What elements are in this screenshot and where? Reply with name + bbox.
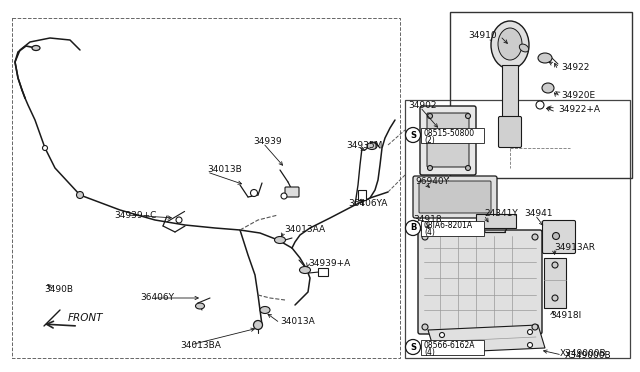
Circle shape (465, 166, 470, 170)
Text: 34941: 34941 (524, 209, 552, 218)
Text: 34939+C: 34939+C (114, 211, 156, 219)
Text: 34935M: 34935M (346, 141, 382, 150)
FancyArrowPatch shape (168, 211, 184, 222)
Bar (405, 100, 630, 358)
FancyBboxPatch shape (427, 113, 469, 167)
Ellipse shape (367, 142, 377, 150)
Circle shape (428, 113, 433, 119)
Ellipse shape (32, 45, 40, 51)
Text: B: B (410, 224, 416, 232)
Circle shape (440, 333, 445, 337)
Text: (4): (4) (424, 228, 435, 237)
Text: FRONT: FRONT (68, 313, 104, 323)
Circle shape (77, 192, 83, 199)
FancyBboxPatch shape (420, 340, 483, 355)
Ellipse shape (538, 53, 552, 63)
Circle shape (406, 221, 420, 235)
Ellipse shape (519, 44, 529, 52)
Circle shape (552, 232, 559, 240)
Text: S: S (410, 343, 416, 352)
FancyBboxPatch shape (543, 221, 575, 253)
Bar (12, 18, 400, 358)
Circle shape (552, 295, 558, 301)
Text: 34910: 34910 (468, 31, 497, 39)
Text: 96940Y: 96940Y (415, 177, 449, 186)
Polygon shape (428, 325, 545, 353)
Text: 34918: 34918 (413, 215, 442, 224)
Circle shape (527, 330, 532, 334)
Text: 34939+A: 34939+A (308, 259, 350, 267)
Ellipse shape (498, 28, 522, 60)
FancyBboxPatch shape (285, 187, 299, 197)
Text: 34913AR: 34913AR (554, 243, 595, 251)
Text: S: S (410, 131, 416, 140)
Circle shape (42, 145, 47, 151)
Text: 36406Y: 36406Y (140, 294, 174, 302)
Bar (544, 258, 566, 308)
Text: 34013A: 34013A (280, 317, 315, 327)
Text: X349000B: X349000B (565, 352, 612, 360)
FancyBboxPatch shape (418, 230, 542, 334)
Text: 34013BA: 34013BA (180, 340, 221, 350)
Text: 34922: 34922 (561, 64, 589, 73)
Ellipse shape (300, 266, 310, 273)
Text: 34013B: 34013B (207, 166, 242, 174)
Bar (358, 190, 366, 200)
Bar (502, 65, 518, 120)
FancyBboxPatch shape (499, 116, 522, 148)
Ellipse shape (542, 83, 554, 93)
Circle shape (527, 343, 532, 347)
FancyBboxPatch shape (420, 221, 483, 235)
Text: 34902: 34902 (408, 100, 436, 109)
FancyBboxPatch shape (413, 176, 497, 218)
Circle shape (428, 166, 433, 170)
Text: 34013AA: 34013AA (284, 225, 325, 234)
Circle shape (406, 128, 420, 142)
Ellipse shape (491, 21, 529, 69)
Circle shape (532, 324, 538, 330)
Text: 34939: 34939 (253, 138, 282, 147)
Circle shape (176, 217, 182, 223)
Text: (4): (4) (424, 347, 435, 356)
Text: 08515-50800: 08515-50800 (424, 128, 475, 138)
Ellipse shape (275, 237, 285, 244)
Text: 34922+A: 34922+A (558, 106, 600, 115)
Circle shape (253, 321, 262, 330)
Text: 24341Y: 24341Y (484, 209, 518, 218)
FancyBboxPatch shape (420, 128, 483, 142)
Text: 34920E: 34920E (561, 92, 595, 100)
Circle shape (532, 234, 538, 240)
Bar (318, 268, 328, 276)
FancyBboxPatch shape (420, 106, 476, 175)
Text: 08IA6-8201A: 08IA6-8201A (424, 221, 473, 231)
Circle shape (422, 324, 428, 330)
Circle shape (536, 101, 544, 109)
Text: 3490B: 3490B (44, 285, 73, 295)
Text: X349000B: X349000B (560, 350, 607, 359)
Ellipse shape (195, 303, 205, 309)
Circle shape (406, 340, 420, 355)
Text: 08566-6162A: 08566-6162A (424, 340, 476, 350)
Circle shape (440, 346, 445, 350)
Text: 34918I: 34918I (550, 311, 581, 320)
Circle shape (552, 262, 558, 268)
Circle shape (250, 189, 257, 196)
Ellipse shape (260, 307, 270, 314)
Text: (2): (2) (424, 135, 435, 144)
Circle shape (465, 113, 470, 119)
FancyBboxPatch shape (419, 181, 491, 213)
Bar (476, 214, 516, 228)
Bar (450, 12, 632, 178)
Circle shape (281, 193, 287, 199)
Text: 36406YA: 36406YA (348, 199, 387, 208)
Circle shape (422, 234, 428, 240)
